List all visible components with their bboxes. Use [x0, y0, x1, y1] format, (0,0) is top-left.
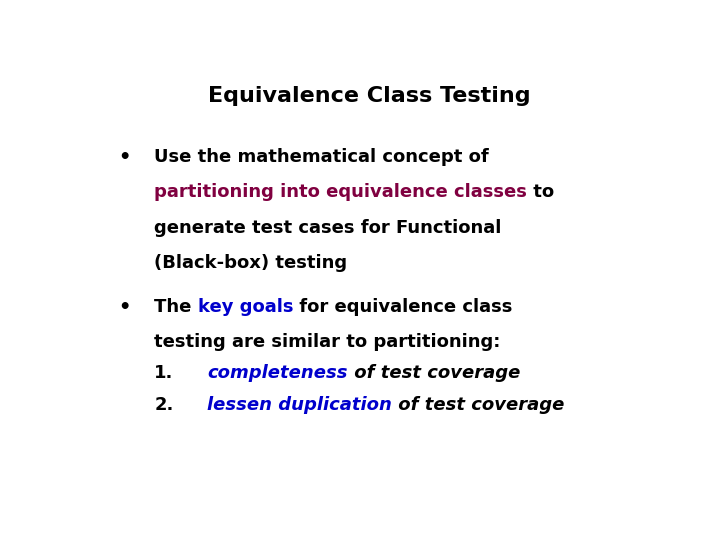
Text: completeness: completeness [207, 364, 348, 382]
Text: partitioning into equivalence classes: partitioning into equivalence classes [154, 183, 527, 201]
Text: Use the mathematical concept of: Use the mathematical concept of [154, 148, 489, 166]
Text: (Black-box) testing: (Black-box) testing [154, 254, 347, 272]
Text: key goals: key goals [198, 298, 293, 316]
Text: for equivalence class: for equivalence class [293, 298, 513, 316]
Text: Equivalence Class Testing: Equivalence Class Testing [207, 85, 531, 106]
Text: •: • [118, 148, 130, 167]
Text: •: • [118, 298, 130, 316]
Text: lessen duplication: lessen duplication [207, 396, 392, 414]
Text: The: The [154, 298, 198, 316]
Text: 1.: 1. [154, 364, 174, 382]
Text: 2.: 2. [154, 396, 174, 414]
Text: of test coverage: of test coverage [348, 364, 520, 382]
Text: generate test cases for Functional: generate test cases for Functional [154, 219, 502, 237]
Text: to: to [527, 183, 554, 201]
Text: testing are similar to partitioning:: testing are similar to partitioning: [154, 333, 500, 351]
Text: of test coverage: of test coverage [392, 396, 564, 414]
